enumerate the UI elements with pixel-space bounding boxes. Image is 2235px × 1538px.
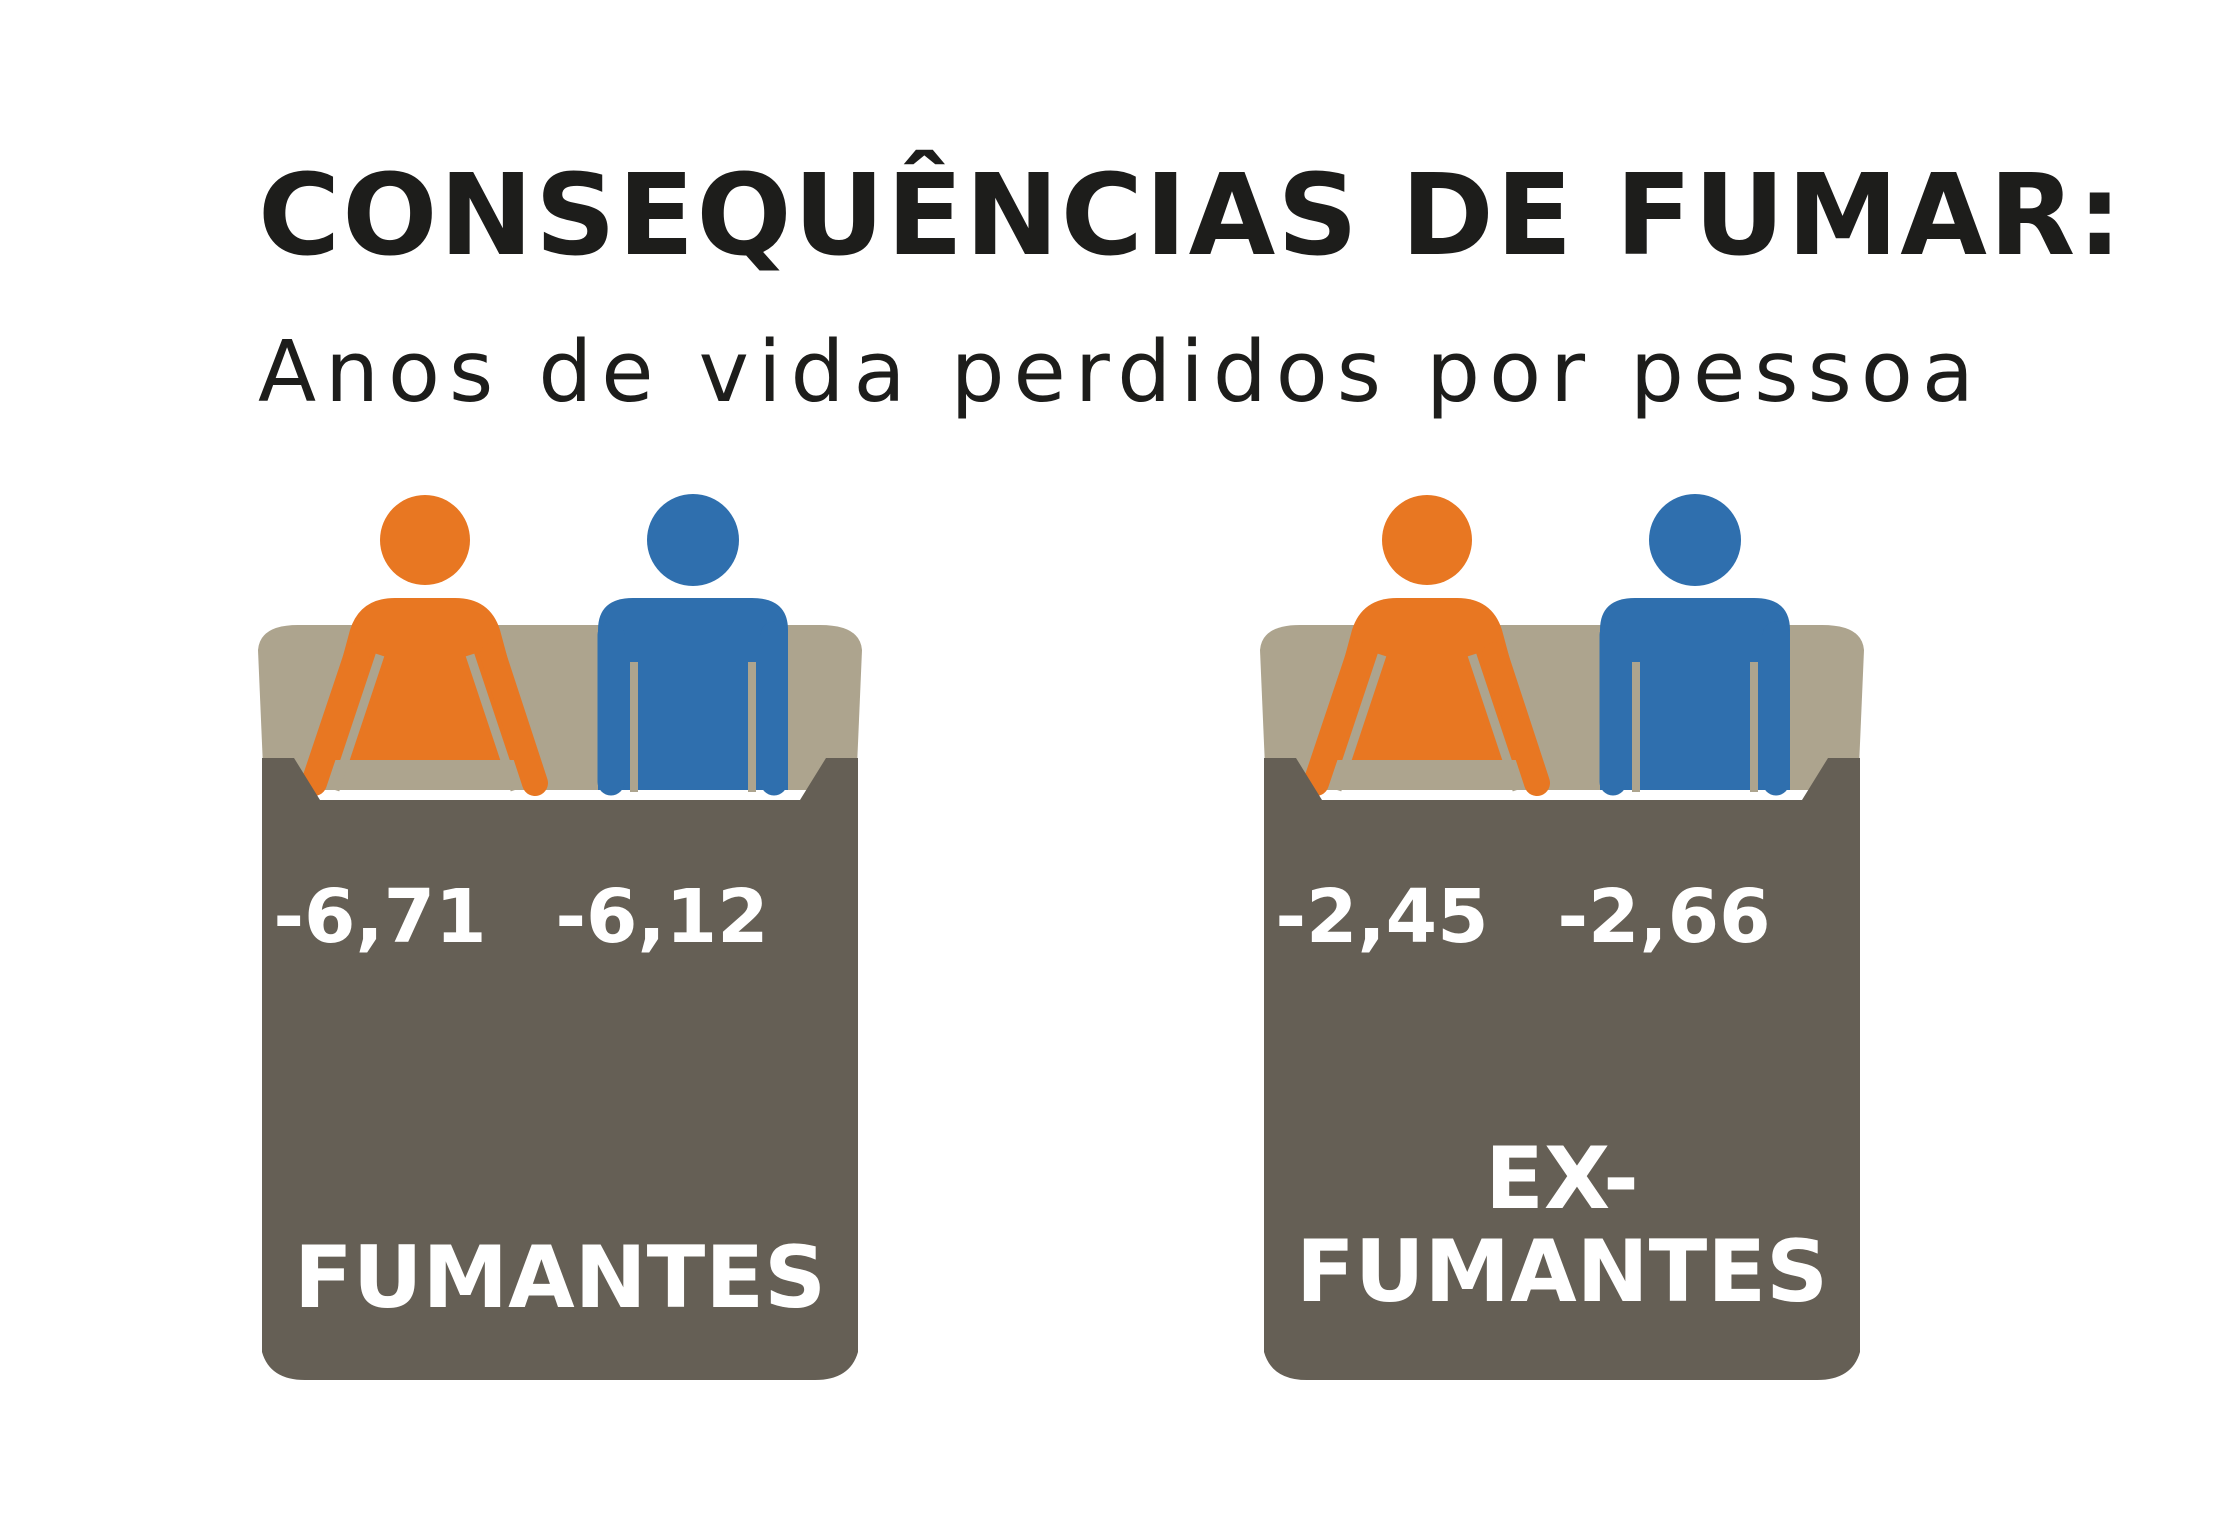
woman-icon [1303,495,1550,796]
man-value: -2,66 [1557,874,1771,960]
blanket [1264,758,1860,1380]
page-subtitle: Anos de vida perdidos por pessoa [258,323,1983,422]
man-icon [1599,494,1790,796]
woman-value: -6,71 [273,874,487,960]
woman-value: -2,45 [1275,874,1489,960]
group-label: FUMANTES [293,1228,827,1328]
bed-smokers: -6,71 -6,12 FUMANTES [250,490,870,1380]
bed-icon [1260,494,1864,1380]
group-label: EX- FUMANTES [1295,1129,1829,1322]
woman-icon [301,495,548,796]
man-icon [597,494,788,796]
bed-ex-smokers: -2,45 -2,66 EX- FUMANTES [1252,490,1872,1380]
man-value: -6,12 [555,874,769,960]
page-title: CONSEQUÊNCIAS DE FUMAR: [258,151,2124,281]
blanket [262,758,858,1380]
bed-icon [258,494,862,1380]
